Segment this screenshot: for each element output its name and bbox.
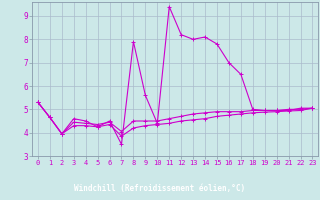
Text: Windchill (Refroidissement éolien,°C): Windchill (Refroidissement éolien,°C) bbox=[75, 184, 245, 193]
